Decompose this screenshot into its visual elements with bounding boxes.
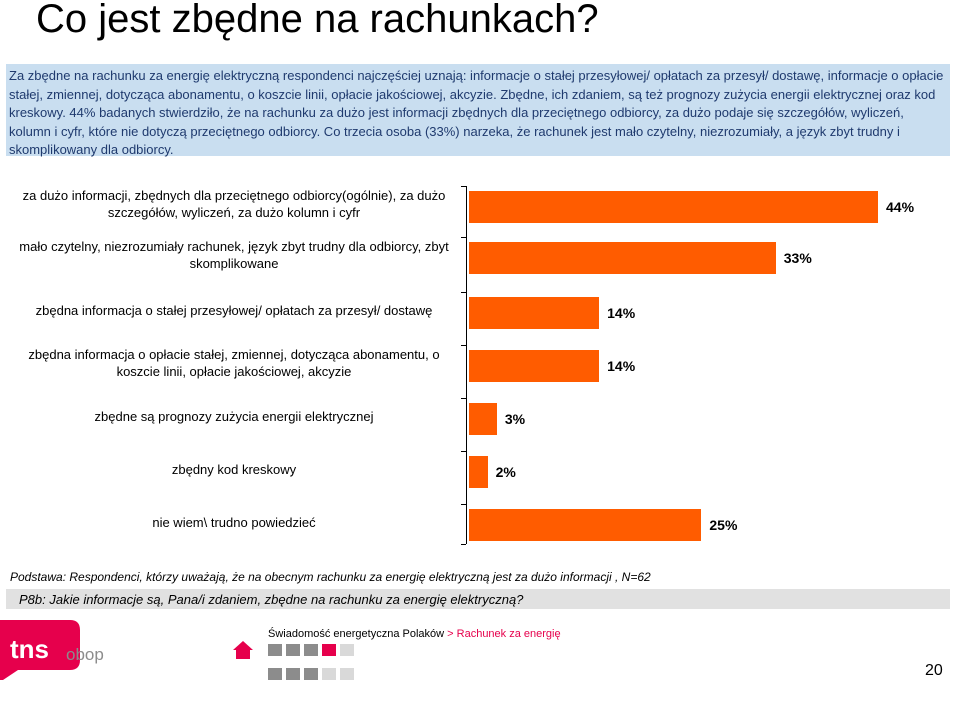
bar — [469, 350, 600, 382]
bar — [469, 191, 878, 223]
category-label: nie wiem\ trudno powiedzieć — [152, 514, 316, 530]
bar — [469, 403, 497, 435]
nav-square — [304, 644, 318, 656]
y-axis-tick — [461, 398, 466, 399]
summary-text: Za zbędne na rachunku za energię elektry… — [9, 68, 944, 157]
y-axis-tick — [461, 504, 466, 505]
y-axis-tick — [461, 544, 466, 545]
question-text: P8b: Jakie informacje są, Pana/i zdaniem… — [19, 592, 524, 607]
value-label: 14% — [607, 305, 636, 321]
nav-square — [268, 644, 282, 656]
category-label: zbędna informacja o stałej przesyłowej/ … — [35, 302, 433, 318]
summary-box: Za zbędne na rachunku za energię elektry… — [6, 64, 950, 157]
nav-square — [286, 668, 300, 680]
value-label: 44% — [886, 199, 915, 215]
category-label: za dużo informacji, zbędnych dla przecię… — [22, 188, 446, 220]
y-axis-tick — [461, 237, 466, 238]
page-title: Co jest zbędne na rachunkach? — [36, 0, 599, 41]
nav-square — [322, 668, 336, 680]
category-label: zbędne są prognozy zużycia energii elekt… — [94, 408, 374, 424]
value-label: 2% — [495, 464, 516, 480]
y-axis-line — [466, 186, 467, 544]
bar — [469, 242, 776, 274]
nav-square — [286, 644, 300, 656]
page-number: 20 — [925, 662, 943, 679]
nav-square — [340, 668, 354, 680]
basis-note: Podstawa: Respondenci, którzy uważają, ż… — [10, 570, 651, 584]
category-label: zbędna informacja o opłacie stałej, zmie… — [28, 347, 440, 379]
tns-logo: tns obop — [0, 620, 104, 680]
footer-title-text: Świadomość energetyczna Polaków — [268, 628, 445, 640]
y-axis-tick — [461, 186, 466, 187]
nav-square — [268, 668, 282, 680]
bar — [469, 509, 702, 541]
question-box — [6, 589, 950, 609]
value-label: 14% — [607, 358, 636, 374]
y-axis-tick — [461, 345, 466, 346]
footer-breadcrumb: > Rachunek za energię — [447, 628, 561, 640]
category-label: zbędny kod kreskowy — [171, 461, 297, 477]
logo-sub-text: obop — [66, 645, 104, 664]
value-label: 25% — [709, 517, 738, 533]
y-axis-tick — [461, 292, 466, 293]
nav-square — [340, 644, 354, 656]
logo-shape — [0, 620, 80, 680]
value-label: 33% — [783, 250, 812, 266]
value-label: 3% — [504, 411, 526, 427]
bar — [469, 297, 600, 329]
footer-title: Świadomość energetyczna Polaków > Rachun… — [268, 628, 561, 640]
nav-square — [322, 644, 336, 656]
nav-square — [304, 668, 318, 680]
home-icon[interactable] — [232, 640, 254, 660]
logo-text: tns — [10, 634, 49, 664]
y-axis-tick — [461, 451, 466, 452]
bar — [469, 456, 488, 488]
bar-chart: 44% za dużo informacji, zbędnych dla prze… — [0, 170, 960, 560]
category-label: mało czytelny, niezrozumiały rachunek, j… — [19, 239, 449, 271]
